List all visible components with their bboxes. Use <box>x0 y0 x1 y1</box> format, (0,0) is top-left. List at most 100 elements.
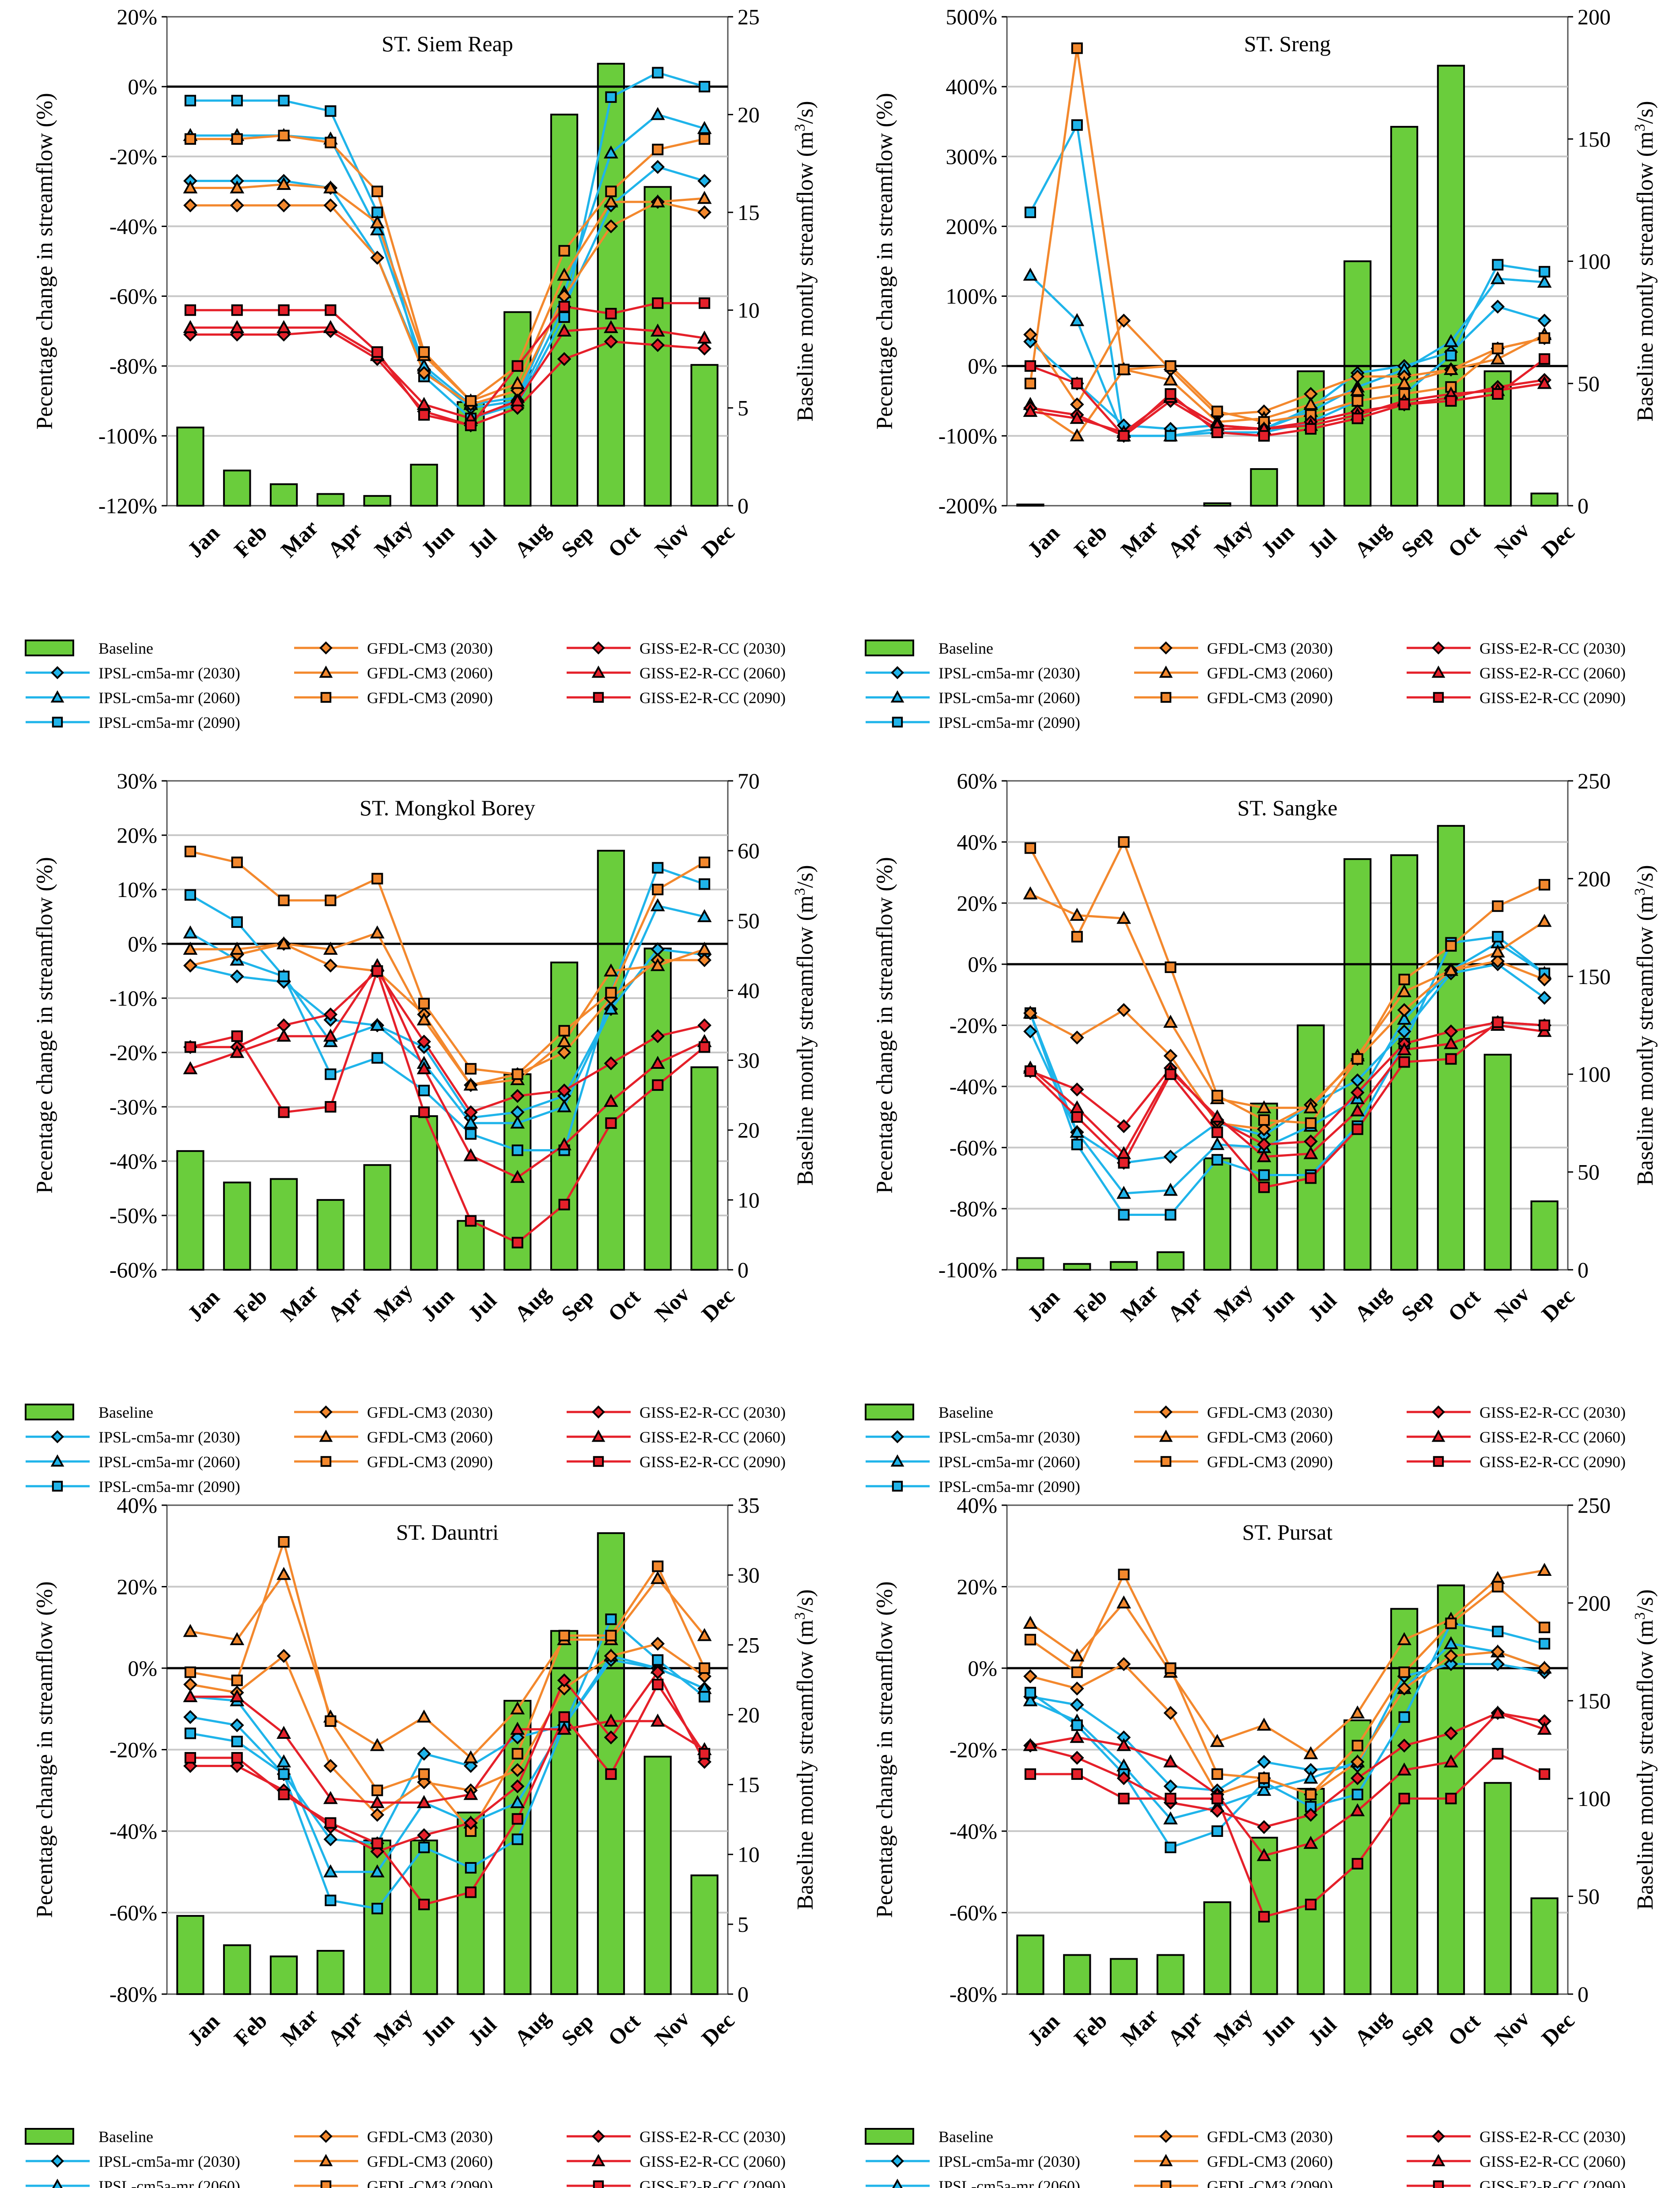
legend-entry-gfdl2030: GFDL-CM3 (2030) <box>294 2128 493 2146</box>
baseline-bar-apr <box>1156 1954 1185 1995</box>
point-gfdl2090-sep <box>558 1025 570 1037</box>
point-giss2090-dec <box>1539 353 1551 365</box>
right-tick-label: 60 <box>738 838 760 863</box>
legend-label: GFDL-CM3 (2090) <box>1207 689 1333 707</box>
point-giss2030-sep <box>557 1673 571 1688</box>
point-giss2060-feb <box>230 1689 245 1702</box>
point-gfdl2030-oct <box>604 219 618 234</box>
baseline-bar-may <box>363 1840 391 1995</box>
point-gfdl2090-aug <box>511 1748 523 1760</box>
right-axis-title: Baseline montly streamflow (m3/s) <box>792 1589 818 1910</box>
point-gfdl2090-nov <box>1492 1581 1504 1593</box>
point-giss2060-jul <box>1303 1836 1318 1849</box>
baseline-bar-nov <box>643 1756 672 1995</box>
legend-entry-ipsl2060: IPSL-cm5a-mr (2060) <box>866 1453 1080 1471</box>
month-label: Aug <box>510 517 555 562</box>
legend-label: GISS-E2-R-CC (2090) <box>1479 689 1626 707</box>
month-label: Sep <box>1396 520 1438 562</box>
baseline-bar-jun <box>410 1840 438 1995</box>
series-line-giss2090 <box>190 967 705 1244</box>
point-giss2060-mar <box>276 1726 291 1739</box>
point-gfdl2030-nov <box>1491 1645 1505 1659</box>
month-label: Oct <box>1443 2009 1485 2051</box>
right-tick-label: 70 <box>738 768 760 793</box>
legend-entry-gfdl2090: GFDL-CM3 (2090) <box>1134 2177 1333 2188</box>
point-gfdl2090-feb <box>1071 931 1083 943</box>
point-ipsl2030-jan <box>183 1710 197 1724</box>
point-gfdl2090-apr <box>325 1715 337 1727</box>
month-label: Dec <box>696 519 739 562</box>
month-label: Nov <box>1490 1282 1534 1326</box>
left-tick-label: -20% <box>950 1738 997 1762</box>
point-gfdl2030-feb <box>1070 1030 1084 1045</box>
legend-swatch-bar <box>25 1404 74 1420</box>
baseline-bar-dec <box>1530 1897 1559 1995</box>
point-giss2090-aug <box>1351 413 1363 424</box>
right-tick-label: 50 <box>738 908 760 933</box>
legend-label: Baseline <box>938 640 993 657</box>
legend-swatch-marker <box>1433 1456 1444 1467</box>
legend-entry-ipsl2030: IPSL-cm5a-mr (2030) <box>866 664 1080 682</box>
point-gfdl2090-mar <box>1118 1568 1130 1580</box>
legend-swatch-marker <box>891 666 904 679</box>
point-gfdl2060-sep <box>557 268 571 281</box>
legend-entry-giss2090: GISS-E2-R-CC (2090) <box>1407 1453 1626 1471</box>
point-giss2060-oct <box>604 1094 618 1107</box>
month-label: Jun <box>416 519 459 562</box>
month-label: Jan <box>1022 2009 1064 2051</box>
point-giss2090-may <box>371 965 383 977</box>
right-tick-label: 150 <box>1578 127 1611 151</box>
point-ipsl2090-jun <box>418 1085 430 1097</box>
point-ipsl2030-nov <box>651 160 665 174</box>
point-giss2090-jul <box>465 1215 477 1227</box>
month-label: Nov <box>1490 518 1534 562</box>
month-label: Mar <box>276 515 323 562</box>
month-label: Jul <box>463 1288 501 1326</box>
legend-swatch-marker <box>319 2154 333 2166</box>
series-line-giss2030 <box>190 1670 706 1853</box>
legend-swatch-marker <box>319 2130 333 2143</box>
month-label: Jul <box>463 524 501 562</box>
point-gfdl2090-may <box>371 185 383 197</box>
point-ipsl2090-oct <box>605 91 617 103</box>
point-gfdl2090-jan <box>1024 1634 1036 1646</box>
baseline-bar-apr <box>316 1199 345 1271</box>
point-gfdl2060-jan <box>1023 886 1038 900</box>
month-label: Jan <box>1022 1284 1064 1326</box>
point-ipsl2060-feb <box>1070 313 1085 326</box>
point-giss2090-may <box>371 346 383 358</box>
point-gfdl2030-sep <box>1397 1003 1411 1017</box>
legend-swatch-marker <box>1160 2180 1172 2188</box>
point-giss2030-aug <box>510 1089 525 1103</box>
panel-title: ST. Dauntri <box>396 1520 499 1544</box>
point-giss2030-oct <box>604 1056 618 1071</box>
legend-label: GISS-E2-R-CC (2090) <box>1479 2177 1626 2188</box>
series-line-gfdl2090 <box>1029 839 1545 1124</box>
point-giss2060-feb <box>1070 411 1085 424</box>
baseline-bar-apr <box>316 493 345 507</box>
point-ipsl2060-oct <box>604 1001 618 1015</box>
point-ipsl2090-feb <box>1071 1139 1083 1151</box>
series-line-gfdl2090 <box>190 134 705 403</box>
baseline-bar-dec <box>1530 492 1559 507</box>
legend-entry-gfdl2030: GFDL-CM3 (2030) <box>1134 2128 1333 2146</box>
point-giss2060-apr <box>1163 1754 1178 1768</box>
baseline-bar-may <box>1203 1157 1231 1271</box>
legend-swatch-marker <box>1159 641 1173 655</box>
point-giss2090-feb <box>1071 378 1083 390</box>
right-tick-label: 25 <box>738 1632 760 1657</box>
legend-label: IPSL-cm5a-mr (2030) <box>938 1428 1080 1446</box>
legend-label: GFDL-CM3 (2030) <box>1207 640 1333 657</box>
point-gfdl2090-jun <box>1258 1114 1270 1126</box>
point-ipsl2030-dec <box>1537 314 1551 328</box>
point-gfdl2060-sep <box>1397 984 1411 997</box>
legend-swatch-marker <box>1160 1456 1172 1467</box>
legend-swatch-marker <box>592 1405 605 1419</box>
point-gfdl2090-apr <box>1165 1662 1177 1674</box>
month-label: Jun <box>1256 2008 1299 2051</box>
legend-entry-ipsl2090: IPSL-cm5a-mr (2090) <box>26 1478 240 1495</box>
point-ipsl2090-nov <box>652 1654 664 1666</box>
point-giss2060-aug <box>510 1170 525 1183</box>
point-gfdl2030-mar <box>1116 1657 1131 1671</box>
